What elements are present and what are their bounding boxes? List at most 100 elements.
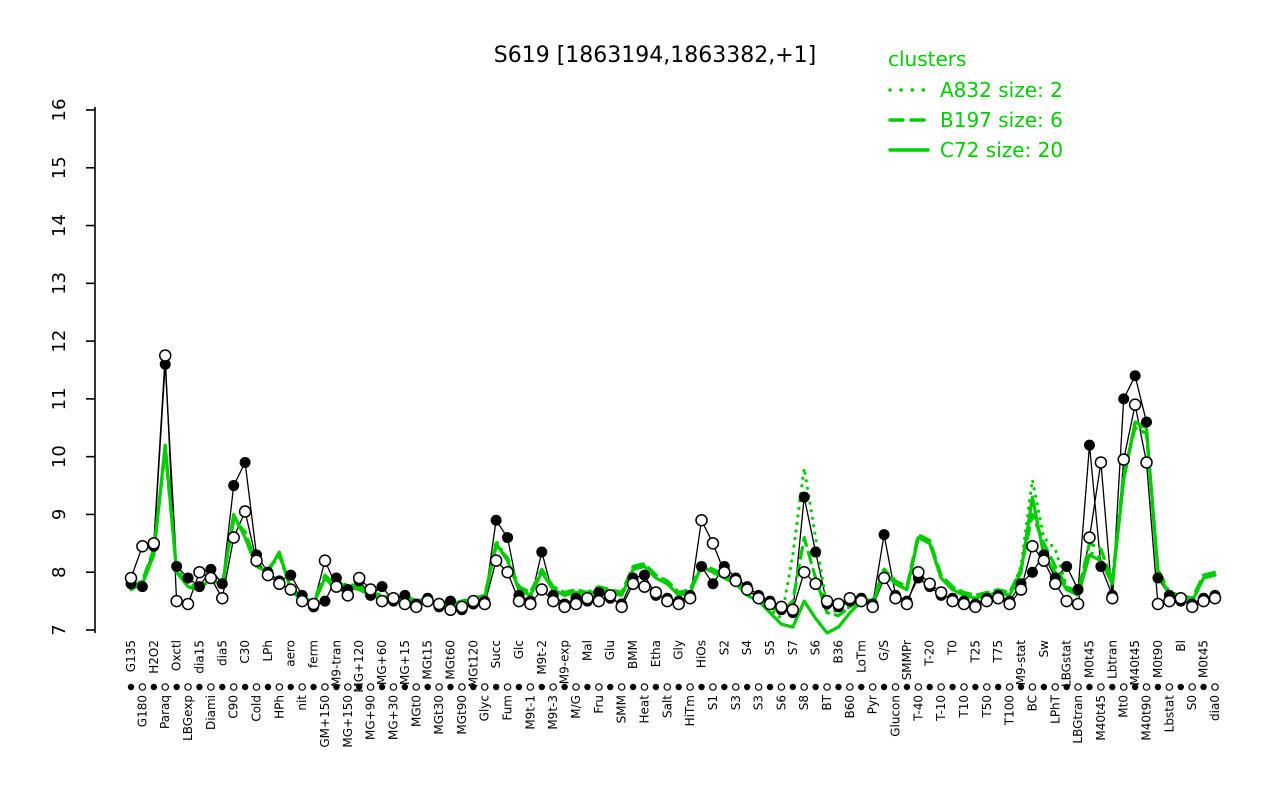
x-category-label: C90 — [227, 695, 241, 719]
y-tick-label: 11 — [49, 387, 70, 410]
data-point-open — [763, 597, 777, 611]
data-point-open — [683, 591, 697, 605]
axis-dot-open — [1005, 683, 1014, 691]
x-category-label: Etha — [649, 640, 663, 667]
axis-dot-filled — [424, 683, 431, 691]
x-category-label: C30 — [238, 640, 252, 664]
data-point-open — [946, 594, 959, 608]
axis-dot-open — [937, 683, 945, 691]
x-category-label: M0t90 — [1151, 640, 1165, 678]
x-category-label: MGt90 — [455, 695, 469, 735]
axis-dot-open — [1165, 683, 1174, 691]
x-category-label: S8 — [797, 695, 811, 710]
data-point-open — [638, 580, 651, 593]
axis-dot-open — [663, 683, 672, 691]
x-category-label: Paraq — [158, 695, 172, 729]
data-point-open — [524, 597, 537, 611]
data-point-filled — [1118, 393, 1130, 405]
data-point-open — [649, 586, 663, 599]
x-category-label: MG+60 — [375, 640, 389, 685]
data-point-open — [375, 594, 389, 608]
axis-dot-open — [1097, 683, 1105, 691]
data-point-open — [581, 591, 594, 605]
data-point-filled — [1072, 584, 1084, 596]
data-point-filled — [216, 578, 228, 590]
x-category-label: M40t45 — [1094, 695, 1108, 741]
x-category-label: BT — [820, 694, 834, 710]
data-point-filled — [1026, 566, 1038, 578]
axis-dot-open — [777, 683, 786, 691]
axis-dot-open — [252, 683, 261, 691]
data-point-filled — [376, 581, 388, 593]
data-point-filled — [490, 514, 502, 526]
data-point-open — [740, 583, 754, 596]
x-category-label: BMM — [626, 640, 640, 669]
data-point-open — [980, 594, 994, 608]
axis-dot-open — [480, 683, 489, 691]
data-point-filled — [593, 586, 605, 598]
axis-dot-filled — [401, 683, 409, 691]
data-point-open — [797, 565, 811, 579]
x-category-label: B60 — [843, 695, 857, 719]
axis-dot-filled — [835, 683, 842, 691]
x-category-label: T-10 — [934, 695, 948, 722]
data-point-open — [615, 600, 628, 614]
data-point-open — [809, 577, 822, 591]
data-point-open — [1083, 531, 1096, 544]
axis-dot-open — [982, 683, 991, 691]
x-category-label: MG+15 — [398, 640, 412, 685]
data-point-filled — [707, 578, 719, 590]
x-category-label: nit — [295, 695, 309, 711]
axis-dot-filled — [903, 683, 911, 691]
axis-dot-open — [823, 683, 831, 691]
axis-dot-open — [412, 683, 421, 691]
axis-dot-open — [731, 683, 740, 691]
data-point-open — [1163, 594, 1176, 608]
axis-dot-open — [709, 683, 717, 691]
x-category-label: dia5 — [215, 640, 229, 666]
axis-dot-open — [1051, 683, 1060, 691]
x-category-label: S2 — [717, 640, 731, 655]
x-category-label: MGt30 — [432, 695, 446, 735]
axis-dot-open — [914, 683, 923, 691]
data-point-open — [661, 594, 674, 608]
data-point-open — [603, 589, 617, 602]
legend-entry-label: C72 size: 20 — [940, 138, 1063, 162]
axis-dot-filled — [1177, 683, 1184, 691]
x-category-label: HiOs — [695, 640, 709, 668]
x-category-label: Glyc — [478, 695, 492, 721]
x-category-label: MGt15 — [421, 640, 435, 680]
data-point-open — [1174, 591, 1188, 605]
axis-dot-filled — [264, 683, 272, 691]
axis-dot-filled — [492, 683, 500, 691]
data-point-open — [501, 565, 514, 579]
x-category-label: Heat — [637, 695, 651, 724]
axis-dot-open — [1211, 683, 1219, 691]
x-category-label: HPh — [272, 695, 286, 719]
data-point-filled — [1152, 572, 1164, 584]
axis-dot-filled — [675, 683, 682, 691]
data-point-open — [147, 537, 161, 550]
legend-entry-label: B197 size: 6 — [940, 108, 1063, 132]
x-category-label: T0 — [946, 640, 960, 656]
data-point-open — [877, 571, 891, 585]
axis-dot-filled — [926, 683, 933, 691]
x-category-label: S6 — [809, 640, 823, 655]
axis-dot-filled — [880, 683, 888, 691]
x-category-label: T75 — [991, 640, 1005, 664]
data-point-filled — [399, 589, 411, 601]
x-category-label: MG+90 — [364, 695, 378, 740]
axis-dot-filled — [584, 683, 591, 691]
data-point-filled — [285, 569, 297, 581]
axis-dot-open — [960, 683, 968, 691]
axis-dot-filled — [356, 683, 363, 691]
axis-dot-open — [138, 683, 147, 691]
x-category-label: M9t-2 — [535, 640, 549, 675]
data-point-open — [934, 586, 948, 599]
x-category-label: Salt — [660, 695, 674, 718]
x-category-label: LoTm — [854, 640, 868, 673]
x-category-label: LPhT — [1048, 694, 1062, 724]
x-category-label: S6 — [774, 695, 788, 710]
x-category-label: ferm — [307, 640, 321, 668]
x-category-label: MGt60 — [443, 640, 457, 680]
